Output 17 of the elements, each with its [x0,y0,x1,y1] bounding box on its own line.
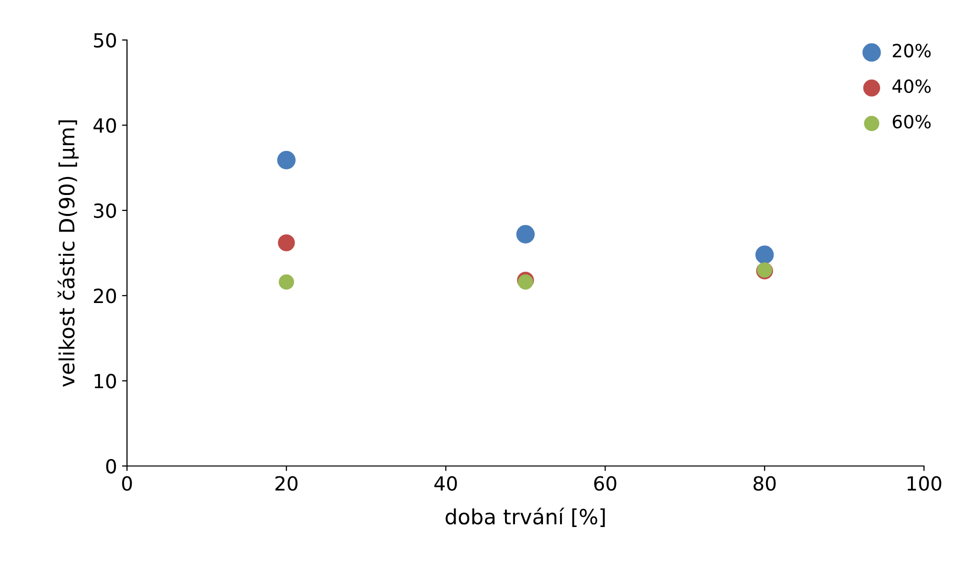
legend-label: 40% [892,79,931,93]
x-tick-label: 100 [908,476,942,491]
x-axis-title: doba trvání [%] [446,508,605,528]
x-tick-label: 0 [122,476,132,491]
x-tick-label: 60 [594,476,616,491]
y-tick-label: 10 [94,374,116,388]
y-axis-title: velikost částic D(90) [µm] [58,120,79,387]
legend-label: 20% [892,44,931,58]
y-tick-label: 20 [94,288,116,304]
y-tick-label: 0 [106,458,116,474]
y-tick-label: 40 [93,118,116,133]
x-tick-label: 80 [754,476,776,491]
legend-label: 60% [892,114,931,129]
y-tick-label: 30 [94,203,116,218]
y-tick-label: 50 [94,32,116,48]
x-tick-label: 40 [434,476,457,491]
x-tick-label: 20 [275,476,298,491]
